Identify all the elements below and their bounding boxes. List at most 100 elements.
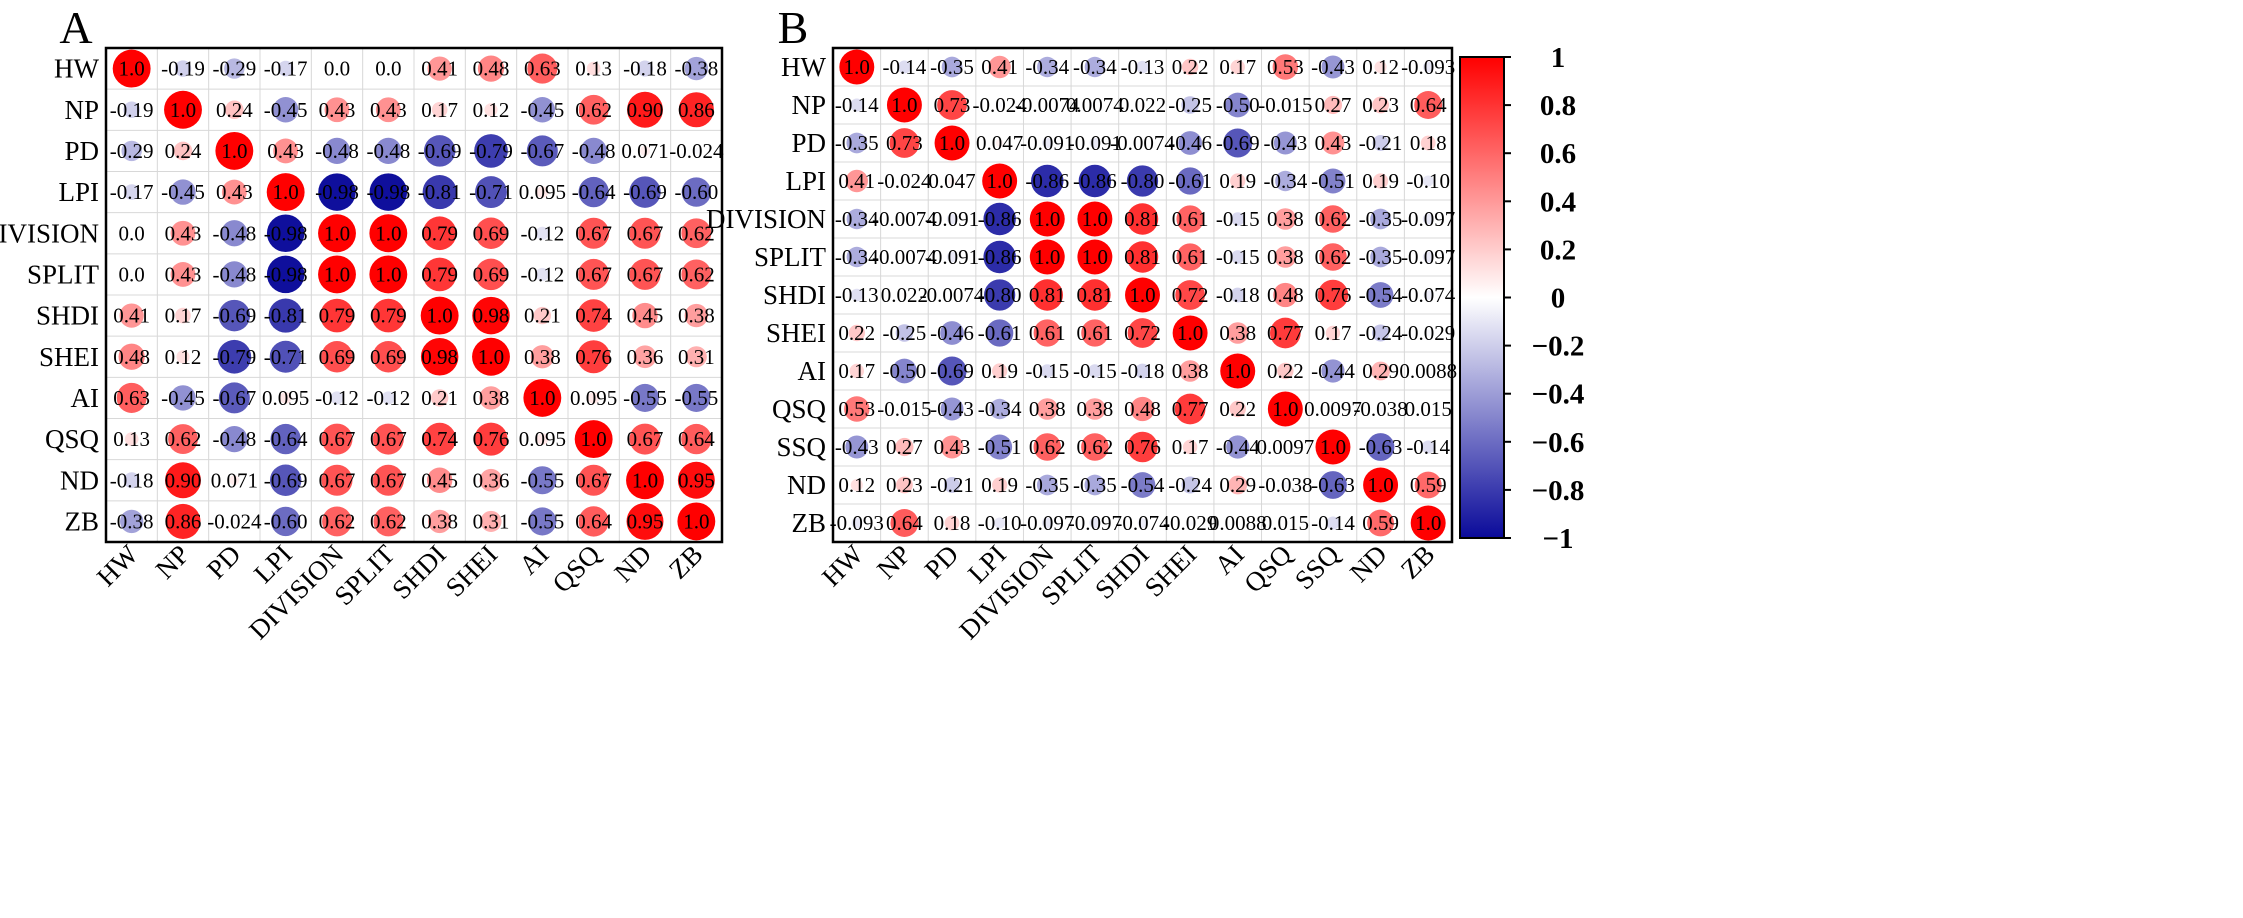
correlation-value: 0.73	[886, 131, 923, 155]
correlation-cell: 0.74	[575, 299, 613, 332]
correlation-circle	[472, 296, 510, 335]
column-label: ND	[608, 539, 657, 588]
correlation-value: 0.18	[934, 511, 971, 535]
correlation-value: -0.038	[1258, 473, 1312, 497]
correlation-circle	[578, 506, 609, 537]
correlation-cell: -0.86	[978, 202, 1022, 236]
correlation-cell: -0.35	[1359, 207, 1403, 231]
correlation-cell: -0.48	[212, 425, 256, 453]
row-label: SHDI	[763, 280, 826, 310]
correlation-value: 0.67	[370, 427, 407, 451]
correlation-cell: -0.69	[1216, 128, 1260, 158]
correlation-value: -0.093	[830, 511, 884, 535]
correlation-value: -0.69	[212, 304, 256, 328]
correlation-circle	[626, 461, 664, 500]
correlation-cell: -0.015	[1258, 93, 1312, 117]
correlation-value: 0.76	[473, 427, 510, 451]
correlation-circle	[944, 515, 960, 531]
correlation-value: -0.38	[674, 57, 718, 81]
correlation-circle	[1176, 243, 1204, 271]
correlation-value: -0.51	[1311, 169, 1355, 193]
correlation-circle	[1130, 396, 1155, 422]
correlation-value: 0.48	[1267, 283, 1304, 307]
correlation-value: 0.63	[524, 57, 561, 81]
correlation-value: -0.55	[623, 386, 667, 410]
correlation-value: -0.86	[978, 245, 1022, 269]
correlation-cell: 0.98	[472, 296, 510, 335]
correlation-cell: -0.19	[110, 98, 154, 122]
correlation-circle	[1371, 361, 1390, 381]
correlation-value: -0.097	[1401, 245, 1455, 269]
correlation-cell: 0.0	[119, 221, 145, 245]
correlation-cell: -0.15	[1073, 359, 1117, 383]
correlation-value: -0.48	[212, 262, 256, 286]
correlation-circle	[372, 423, 404, 455]
correlation-value: 1.0	[1082, 207, 1108, 231]
correlation-value: -0.61	[1168, 169, 1212, 193]
correlation-value: 0.38	[1077, 397, 1114, 421]
correlation-value: 0.62	[678, 262, 715, 286]
correlation-circle	[1033, 319, 1061, 347]
correlation-cell: 0.43	[267, 138, 304, 164]
correlation-value: -0.60	[674, 180, 718, 204]
correlation-circle	[422, 175, 457, 210]
correlation-circle	[375, 137, 402, 165]
panel-b: B1.0 -0.14 -0.35 0.41 -0.34 -0.34 -0.13 0.22 0.1…	[706, 2, 1457, 645]
correlation-circle	[1372, 173, 1389, 189]
matrix-frame	[104, 46, 724, 544]
correlation-value: 0.41	[421, 57, 458, 81]
correlation-circle	[119, 509, 144, 534]
correlation-value: 0.17	[1315, 321, 1352, 345]
correlation-value: 1.0	[427, 304, 453, 328]
correlation-value: 0.61	[1172, 245, 1209, 269]
correlation-circle	[1088, 364, 1102, 378]
correlation-value: 0.38	[1219, 321, 1256, 345]
correlation-circle	[1220, 353, 1256, 389]
correlation-cell: 0.76	[575, 340, 612, 374]
correlation-circle	[678, 92, 714, 128]
correlation-value: 0.77	[1267, 321, 1304, 345]
correlation-circle	[1029, 201, 1065, 237]
correlation-value: -0.015	[877, 397, 931, 421]
correlation-cell: 0.69	[370, 341, 407, 373]
correlation-circle	[372, 341, 405, 373]
correlation-cell: 0.0	[375, 57, 401, 81]
correlation-circle	[523, 378, 562, 417]
panel-label: B	[778, 2, 809, 53]
correlation-value: -0.18	[110, 468, 154, 492]
column-label: SHEI	[1139, 539, 1203, 603]
column-label: PD	[919, 539, 965, 585]
correlation-circle	[484, 103, 498, 117]
correlation-value: -0.69	[930, 359, 974, 383]
correlation-circle	[477, 55, 505, 82]
column-label: SHDI	[1089, 539, 1155, 605]
correlation-cell: -0.63	[1311, 471, 1355, 499]
correlation-value: 1.0	[1129, 283, 1155, 307]
correlation-circle	[902, 217, 906, 221]
correlation-circle	[851, 517, 863, 529]
row-label: SHEI	[39, 342, 99, 372]
correlation-cell: -0.091	[1068, 131, 1122, 155]
correlation-value: 1.0	[273, 180, 299, 204]
correlation-value: 0.22	[1219, 397, 1256, 421]
correlation-circle	[1321, 131, 1345, 155]
correlation-value: 1.0	[1177, 321, 1203, 345]
correlation-cell: -0.093	[830, 511, 884, 535]
correlation-value: -0.45	[161, 386, 205, 410]
correlation-circle	[330, 391, 344, 405]
correlation-cell: 0.21	[524, 304, 561, 328]
column-label: QSQ	[1238, 539, 1298, 599]
correlation-cell: -0.69	[930, 356, 974, 386]
correlation-circle	[940, 435, 964, 459]
correlation-circle	[1317, 279, 1349, 311]
correlation-cell: 0.67	[319, 464, 355, 496]
correlation-cell: 0.90	[165, 462, 201, 499]
correlation-value: 0.27	[1315, 93, 1352, 117]
correlation-circle	[1031, 164, 1064, 198]
correlation-circle	[268, 298, 303, 333]
correlation-value: 0.64	[575, 509, 612, 533]
correlation-value: 0.74	[421, 427, 458, 451]
correlation-circle	[536, 433, 549, 445]
correlation-cell: 0.79	[421, 216, 458, 251]
correlation-cell: -0.024	[877, 169, 932, 193]
